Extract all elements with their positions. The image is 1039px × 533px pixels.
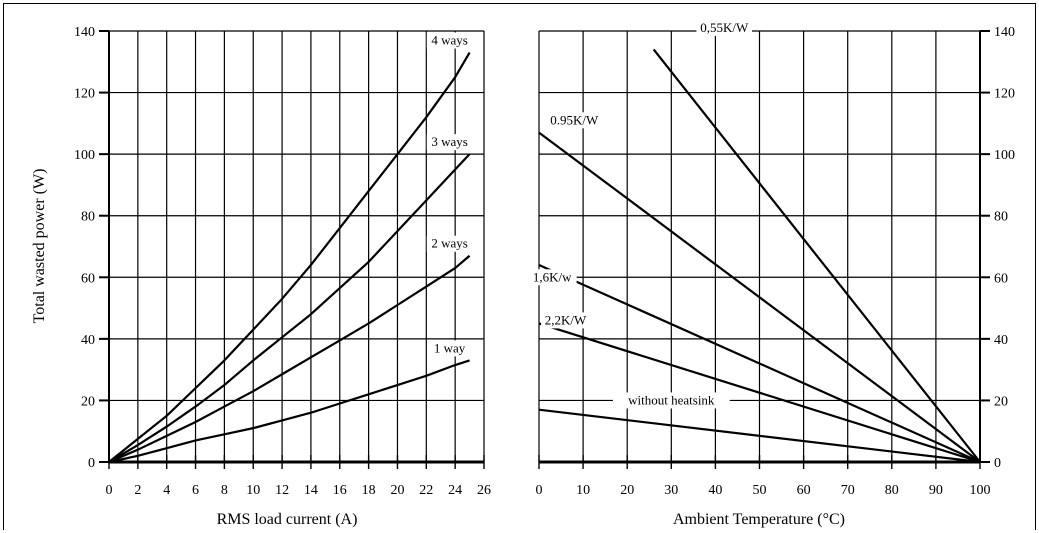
right-x-tick-label: 0 xyxy=(536,483,543,498)
left-series-label-bg xyxy=(426,235,473,252)
left-x-tick-label: 18 xyxy=(362,483,376,498)
left-x-tick-label: 8 xyxy=(221,483,228,498)
right-series-label-without-heatsink: without heatsink xyxy=(628,392,715,407)
right-y-tick-label: 100 xyxy=(994,148,1015,163)
right-y-tick-label: 120 xyxy=(994,87,1015,102)
left-series-label-2-ways: 2 ways xyxy=(431,236,467,251)
right-series-label-bg xyxy=(541,312,590,329)
right-x-axis-title: Ambient Temperature (°C) xyxy=(673,511,845,528)
left-x-tick-label: 2 xyxy=(134,483,141,498)
left-series-2-ways xyxy=(108,254,471,464)
right-x-tick-label: 10 xyxy=(576,483,590,498)
right-y-tick-label: 140 xyxy=(994,25,1015,40)
left-series-3-ways xyxy=(108,153,471,463)
left-series-label-4-ways: 4 ways xyxy=(431,33,467,48)
right-series-label-0-95k-w: 0.95K/W xyxy=(550,112,599,127)
right-series-label-bg xyxy=(612,392,730,409)
right-y-tick-label: 20 xyxy=(994,394,1008,409)
right-series-2-2k-w xyxy=(538,322,981,464)
left-x-tick-label: 22 xyxy=(419,483,433,498)
left-y-tick-label: 60 xyxy=(81,271,95,286)
right-grid xyxy=(538,30,981,464)
left-x-axis-title: RMS load current (A) xyxy=(217,511,358,528)
left-series-label-bg xyxy=(426,134,473,151)
left-series-label-1-way: 1 way xyxy=(434,340,466,355)
left-x-tick-label: 20 xyxy=(390,483,404,498)
right-x-tick-label: 90 xyxy=(929,483,943,498)
right-series-0-95k-w xyxy=(538,131,981,463)
left-x-tick-label: 24 xyxy=(448,483,462,498)
right-series-label-bg xyxy=(696,19,753,36)
left-series-4-ways xyxy=(108,51,471,463)
right-x-tick-label: 50 xyxy=(753,483,767,498)
left-ticks: 0 2 4 6 8 10 12 14 16 18 20 22 24 2602040608010012014… xyxy=(74,25,491,498)
right-y-tick-label: 80 xyxy=(994,210,1008,225)
right-x-tick-label: 20 xyxy=(620,483,634,498)
right-series-1-6k-w xyxy=(538,263,981,464)
left-y-axis-title: Total wasted power (W) xyxy=(31,169,48,324)
right-x-tick-label: 70 xyxy=(841,483,855,498)
left-y-tick-label: 140 xyxy=(74,25,95,40)
chart-frame xyxy=(3,3,1036,530)
right-chart: without heatsink 2,2K/W 1,6K/w 0.95K/W 0,55K… xyxy=(527,19,1016,528)
left-x-tick-label: 6 xyxy=(192,483,199,498)
right-series-labels: without heatsink 2,2K/W 1,6K/w 0.95K/W 0,55K… xyxy=(527,19,753,409)
right-series-label-1-6k-w: 1,6K/w xyxy=(533,269,572,284)
right-x-tick-label: 100 xyxy=(970,483,991,498)
left-y-tick-label: 40 xyxy=(81,333,95,348)
left-series xyxy=(108,51,471,464)
left-x-tick-label: 26 xyxy=(477,483,491,498)
right-x-tick-label: 80 xyxy=(885,483,899,498)
right-y-tick-label: 60 xyxy=(994,271,1008,286)
left-x-tick-label: 16 xyxy=(333,483,347,498)
left-y-tick-label: 20 xyxy=(81,394,95,409)
left-series-labels: 1 way 2 ways 3 ways 4 ways xyxy=(426,32,473,357)
right-series-without-heatsink xyxy=(538,408,981,464)
left-series-label-bg xyxy=(426,32,473,49)
right-x-tick-label: 30 xyxy=(664,483,678,498)
right-x-tick-label: 40 xyxy=(708,483,722,498)
left-y-tick-label: 80 xyxy=(81,210,95,225)
right-series-0-55k-w xyxy=(652,48,981,463)
right-y-tick-label: 0 xyxy=(994,456,1001,471)
right-series-label-0-55k-w: 0,55K/W xyxy=(700,20,749,35)
left-y-tick-label: 100 xyxy=(74,148,95,163)
left-x-tick-label: 10 xyxy=(246,483,260,498)
right-x-tick-label: 60 xyxy=(797,483,811,498)
left-y-tick-label: 0 xyxy=(88,456,95,471)
right-series-label-2-2k-w: 2,2K/W xyxy=(545,312,587,327)
left-x-tick-label: 12 xyxy=(275,483,289,498)
left-series-1-way xyxy=(108,359,470,464)
left-x-tick-label: 0 xyxy=(106,483,113,498)
left-x-tick-label: 14 xyxy=(304,483,318,498)
right-series xyxy=(538,48,981,464)
right-series-label-bg xyxy=(546,112,603,129)
left-series-label-bg xyxy=(430,340,470,357)
left-y-tick-label: 120 xyxy=(74,87,95,102)
left-x-tick-label: 4 xyxy=(163,483,170,498)
right-series-label-bg xyxy=(527,269,577,286)
left-series-label-3-ways: 3 ways xyxy=(431,134,467,149)
right-y-tick-label: 40 xyxy=(994,333,1008,348)
